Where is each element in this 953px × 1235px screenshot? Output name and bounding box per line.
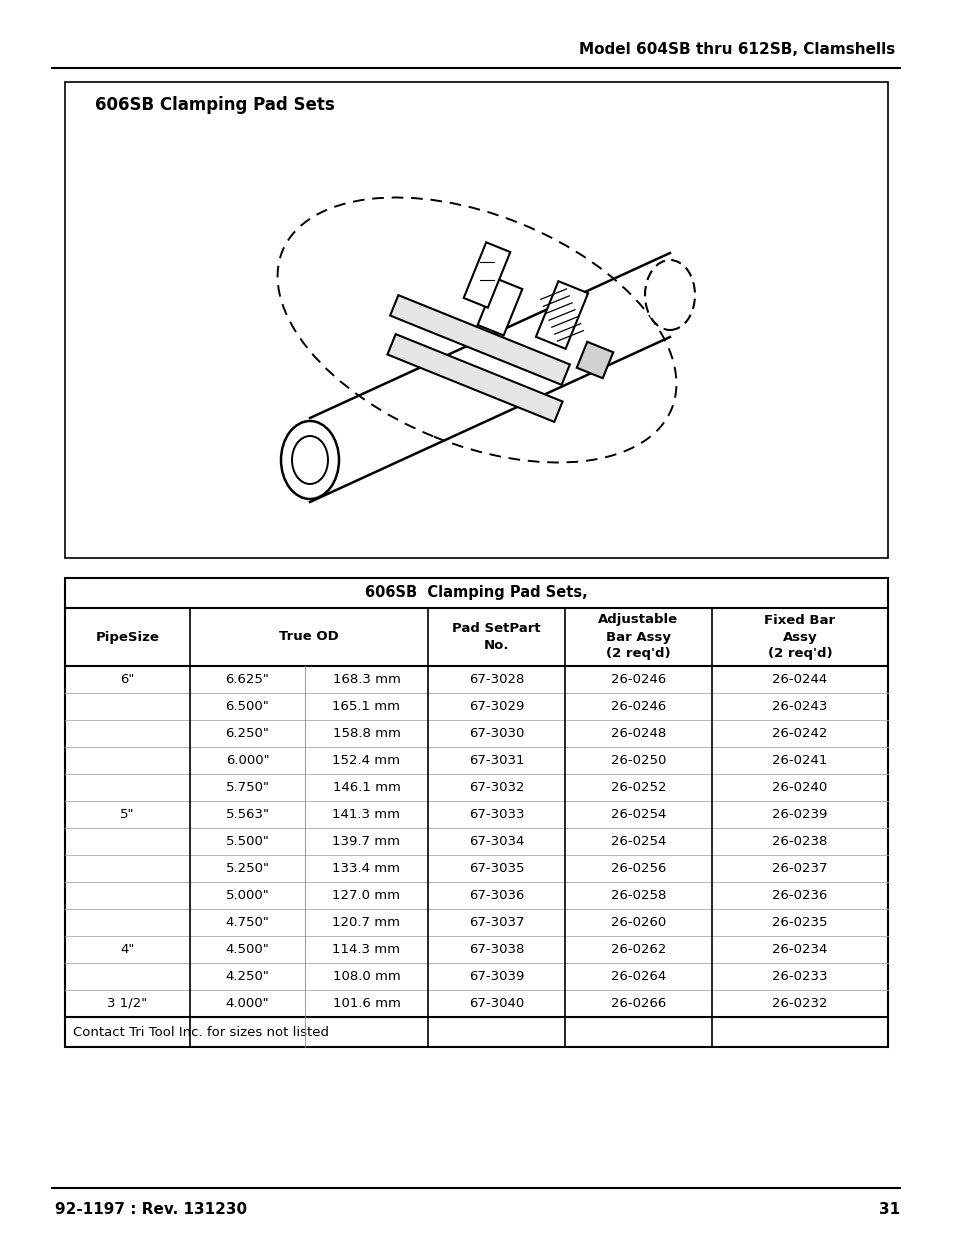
Text: 141.3 mm: 141.3 mm [333,808,400,821]
Text: 26-0244: 26-0244 [772,673,827,685]
Text: 4.750": 4.750" [225,916,269,929]
Text: 26-0240: 26-0240 [772,781,827,794]
Text: 67-3033: 67-3033 [468,808,524,821]
Text: 5.750": 5.750" [225,781,269,794]
Text: 6.000": 6.000" [226,755,269,767]
Text: 4.000": 4.000" [226,997,269,1010]
Text: 127.0 mm: 127.0 mm [333,889,400,902]
Text: 606SB Clamping Pad Sets: 606SB Clamping Pad Sets [95,96,335,114]
Text: 606SB  Clamping Pad Sets,: 606SB Clamping Pad Sets, [365,585,587,600]
Text: 67-3036: 67-3036 [468,889,523,902]
Text: 5.500": 5.500" [225,835,269,848]
Text: Contact Tri Tool Inc. for sizes not listed: Contact Tri Tool Inc. for sizes not list… [73,1025,329,1039]
Text: 26-0266: 26-0266 [610,997,665,1010]
Text: 26-0243: 26-0243 [772,700,827,713]
Text: 5.563": 5.563" [225,808,269,821]
Text: 6.625": 6.625" [225,673,269,685]
Text: 165.1 mm: 165.1 mm [333,700,400,713]
Bar [65,82,887,558]
Text: 120.7 mm: 120.7 mm [333,916,400,929]
Text: 6.250": 6.250" [225,727,269,740]
Text: True OD: True OD [279,631,338,643]
Text: 26-0241: 26-0241 [772,755,827,767]
Text: 26-0236: 26-0236 [772,889,827,902]
Bar [463,242,510,308]
Text: 26-0262: 26-0262 [610,944,665,956]
Text: 26-0256: 26-0256 [610,862,665,876]
Text: 158.8 mm: 158.8 mm [333,727,400,740]
Text: 101.6 mm: 101.6 mm [333,997,400,1010]
Text: 4": 4" [120,944,134,956]
Text: 4.250": 4.250" [225,969,269,983]
Bar [577,342,613,378]
Text: 67-3029: 67-3029 [468,700,523,713]
Text: 26-0246: 26-0246 [610,700,665,713]
Text: 67-3040: 67-3040 [468,997,523,1010]
Text: 67-3031: 67-3031 [468,755,524,767]
Ellipse shape [644,261,695,330]
Text: 26-0250: 26-0250 [610,755,665,767]
Ellipse shape [281,421,338,499]
Text: 26-0238: 26-0238 [772,835,827,848]
Text: PipeSize: PipeSize [95,631,159,643]
Text: 26-0252: 26-0252 [610,781,665,794]
Text: 6": 6" [120,673,134,685]
Text: 26-0239: 26-0239 [772,808,827,821]
Text: Fixed Bar
Assy
(2 req'd): Fixed Bar Assy (2 req'd) [763,614,835,661]
Text: 4.500": 4.500" [226,944,269,956]
Text: 139.7 mm: 139.7 mm [333,835,400,848]
Text: 67-3035: 67-3035 [468,862,524,876]
Text: 26-0235: 26-0235 [771,916,827,929]
Text: 67-3037: 67-3037 [468,916,524,929]
Text: 133.4 mm: 133.4 mm [333,862,400,876]
Ellipse shape [292,436,328,484]
Bar [65,578,887,1047]
Text: 108.0 mm: 108.0 mm [333,969,400,983]
Text: 6.500": 6.500" [226,700,269,713]
Bar [536,282,587,348]
Text: 26-0237: 26-0237 [771,862,827,876]
Text: 5.250": 5.250" [225,862,269,876]
Text: 92-1197 : Rev. 131230: 92-1197 : Rev. 131230 [55,1203,247,1218]
Text: 26-0260: 26-0260 [610,916,665,929]
Text: 26-0254: 26-0254 [610,808,665,821]
Text: Adjustable
Bar Assy
(2 req'd): Adjustable Bar Assy (2 req'd) [598,614,678,661]
Text: 67-3039: 67-3039 [468,969,523,983]
Text: 67-3030: 67-3030 [468,727,523,740]
Text: 26-0233: 26-0233 [771,969,827,983]
Text: 168.3 mm: 168.3 mm [333,673,400,685]
Text: 67-3034: 67-3034 [468,835,523,848]
Text: 26-0264: 26-0264 [610,969,665,983]
Text: 67-3038: 67-3038 [468,944,523,956]
Text: 67-3028: 67-3028 [468,673,523,685]
Text: 5": 5" [120,808,134,821]
Text: 26-0234: 26-0234 [772,944,827,956]
Text: 3 1/2": 3 1/2" [108,997,148,1010]
Bar [390,295,569,385]
Bar [387,335,562,422]
Text: Model 604SB thru 612SB, Clamshells: Model 604SB thru 612SB, Clamshells [578,42,894,58]
Bar [477,279,522,336]
Text: 5.000": 5.000" [226,889,269,902]
Text: Pad SetPart
No.: Pad SetPart No. [452,622,540,652]
Text: 152.4 mm: 152.4 mm [333,755,400,767]
Text: 146.1 mm: 146.1 mm [333,781,400,794]
Text: 31: 31 [878,1203,899,1218]
Text: 67-3032: 67-3032 [468,781,524,794]
Text: 26-0258: 26-0258 [610,889,665,902]
Text: 114.3 mm: 114.3 mm [333,944,400,956]
Text: 26-0254: 26-0254 [610,835,665,848]
Text: 26-0248: 26-0248 [610,727,665,740]
Text: 26-0242: 26-0242 [772,727,827,740]
Text: 26-0246: 26-0246 [610,673,665,685]
Text: 26-0232: 26-0232 [771,997,827,1010]
